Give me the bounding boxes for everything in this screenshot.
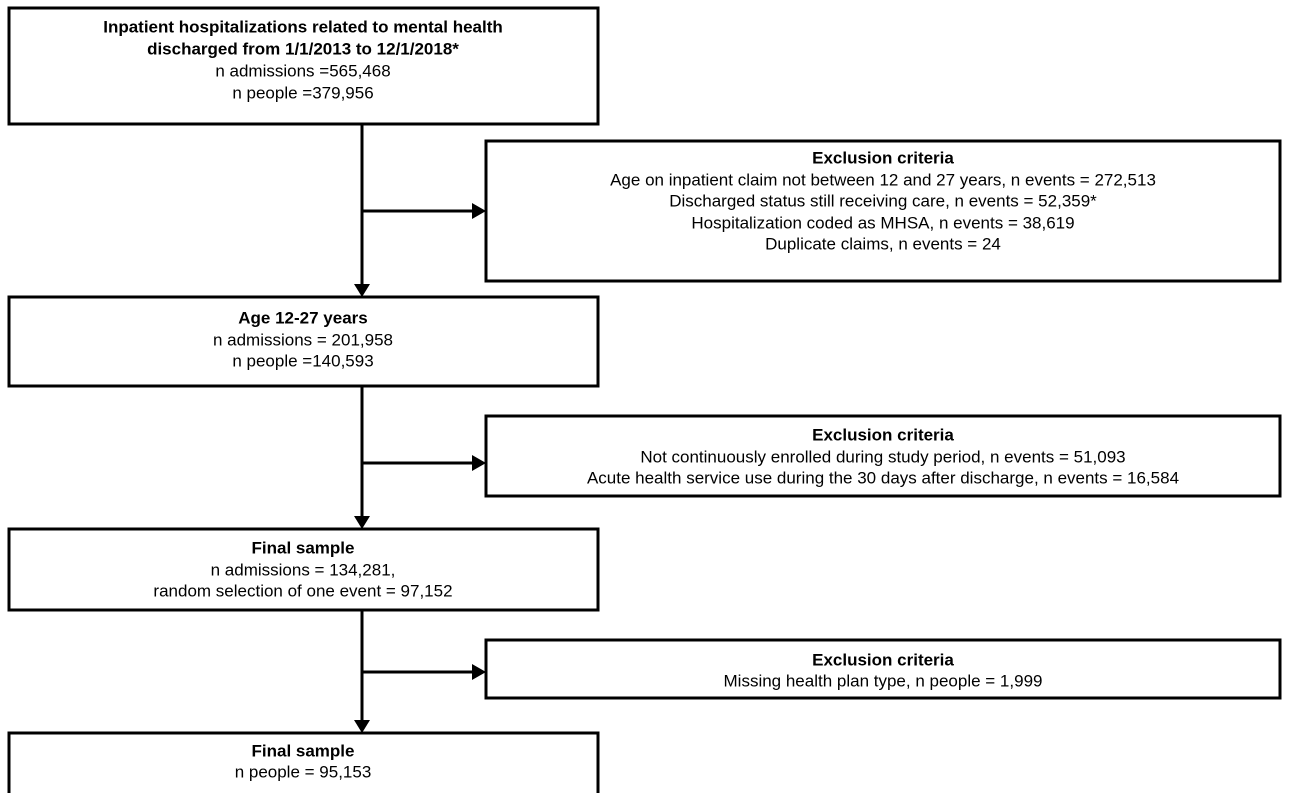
box-text: Age on inpatient claim not between 12 an… — [610, 170, 1156, 189]
box-text: Acute health service use during the 30 d… — [587, 468, 1179, 487]
box-text: n admissions = 201,958 — [213, 330, 393, 349]
box-text: n people =140,593 — [232, 351, 373, 370]
box-text: n people = 95,153 — [235, 762, 372, 781]
arrowhead — [472, 203, 486, 219]
box-title: Final sample — [252, 741, 355, 760]
arrowhead — [472, 664, 486, 680]
box — [7, 6, 600, 126]
box-text: random selection of one event = 97,152 — [153, 581, 452, 600]
box-text: n admissions =565,468 — [215, 61, 390, 80]
arrowhead — [354, 284, 370, 297]
box-title: Exclusion criteria — [812, 650, 954, 669]
box-text: Discharged status still receiving care, … — [669, 191, 1097, 210]
box-title: Age 12-27 years — [238, 308, 367, 327]
box-text: Not continuously enrolled during study p… — [640, 447, 1125, 466]
arrowhead — [354, 720, 370, 733]
box — [484, 139, 1282, 283]
box — [7, 731, 600, 793]
arrowhead — [354, 516, 370, 529]
box-text: n people =379,956 — [232, 83, 373, 102]
box — [7, 295, 600, 388]
box — [484, 414, 1282, 498]
box-title: Final sample — [252, 538, 355, 557]
box-title: discharged from 1/1/2013 to 12/1/2018* — [147, 39, 459, 58]
box-text: Hospitalization coded as MHSA, n events … — [691, 213, 1074, 232]
box-text: Duplicate claims, n events = 24 — [765, 234, 1001, 253]
box-title: Inpatient hospitalizations related to me… — [103, 17, 503, 36]
box-title: Exclusion criteria — [812, 425, 954, 444]
box-text: n admissions = 134,281, — [211, 560, 396, 579]
box-text: Missing health plan type, n people = 1,9… — [724, 671, 1043, 690]
box-title: Exclusion criteria — [812, 148, 954, 167]
arrowhead — [472, 455, 486, 471]
box — [484, 638, 1282, 700]
box — [7, 527, 600, 612]
